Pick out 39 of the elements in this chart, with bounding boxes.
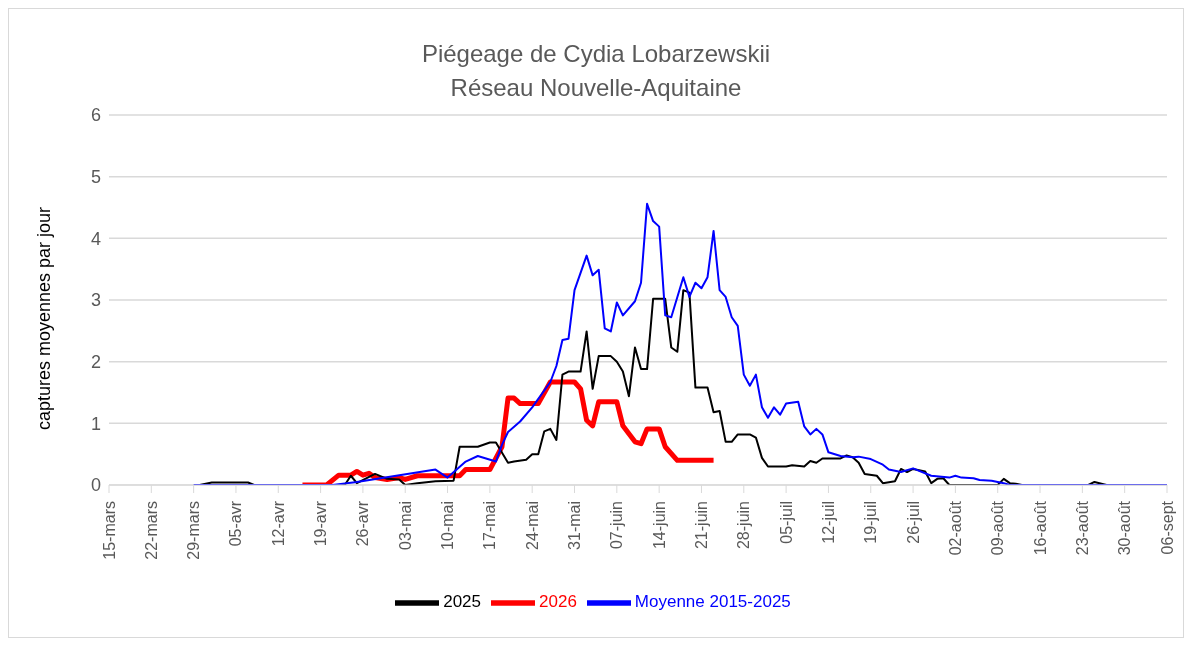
y-axis-title: captures moyennes par jour (34, 206, 55, 430)
y-tick-label: 0 (90, 475, 101, 496)
x-tick-label: 10-mai (439, 501, 457, 550)
x-tick-label: 23-août (1073, 500, 1091, 556)
x-tick-label: 21-juin (692, 501, 710, 550)
y-tick-label: 3 (90, 290, 101, 311)
x-tick-label: 14-juin (650, 501, 668, 550)
x-tick-label: 12-avr (269, 500, 287, 547)
x-tick-label: 05-avr (227, 500, 245, 547)
legend-label: Moyenne 2015-2025 (634, 592, 791, 612)
x-tick-label: 12-juil (819, 501, 837, 544)
legend-label: 2025 (443, 592, 482, 612)
x-tick-label: 03-mai (396, 501, 414, 550)
x-tick-label: 02-août (946, 500, 964, 556)
x-tick-label: 29-mars (185, 501, 203, 560)
x-tick-label: 15-mars (100, 501, 118, 560)
x-tick-label: 06-sept (1158, 500, 1176, 555)
y-tick-label: 1 (90, 413, 101, 434)
x-tick-label: 05-juil (777, 501, 795, 544)
x-tick-label: 28-juin (735, 501, 753, 550)
y-tick-label: 6 (90, 105, 101, 126)
x-tick-label: 17-mai (481, 501, 499, 550)
legend-label: 2026 (539, 592, 577, 612)
chart-subtitle: Réseau Nouvelle-Aquitaine (449, 73, 743, 103)
x-tick-label: 26-juil (904, 501, 922, 544)
x-tick-label: 22-mars (142, 501, 160, 560)
x-tick-label: 24-mai (523, 501, 541, 550)
x-tick-label: 07-juin (608, 501, 626, 550)
x-tick-label: 31-mai (566, 501, 584, 550)
y-tick-label: 2 (90, 352, 101, 373)
x-tick-label: 19-juil (862, 501, 880, 544)
x-tick-label: 09-août (989, 500, 1007, 556)
x-tick-label: 26-avr (354, 500, 372, 547)
x-tick-label: 30-août (1116, 500, 1134, 556)
y-tick-label: 5 (90, 167, 101, 188)
y-tick-label: 4 (90, 228, 101, 249)
x-tick-label: 19-avr (312, 500, 330, 547)
x-tick-label: 16-août (1031, 500, 1049, 556)
chart-title: Piégeage de Cydia Lobarzewskii (420, 39, 772, 69)
